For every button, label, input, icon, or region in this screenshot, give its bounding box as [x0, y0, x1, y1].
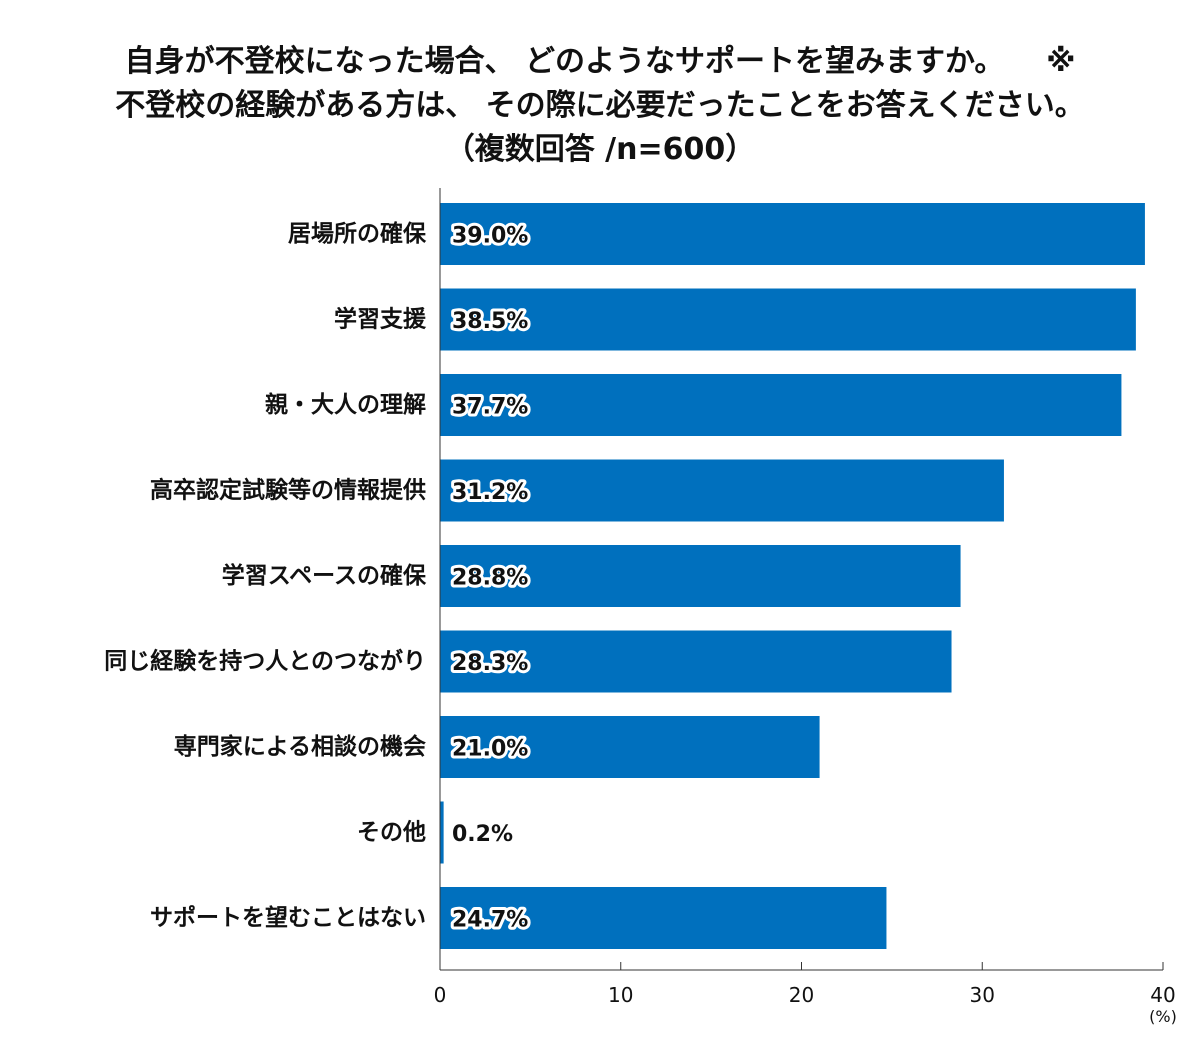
bar: [440, 801, 444, 864]
x-tick-label: 20: [789, 983, 814, 1007]
chart-title-line-1: 自身が不登校になった場合、 どのようなサポートを望みますか。 ※: [124, 44, 1076, 79]
x-tick-label: 0: [434, 983, 447, 1007]
value-label: 24.7%: [452, 908, 528, 933]
value-label: 39.0%: [452, 224, 528, 249]
bar: [440, 545, 961, 607]
category-label: 学習支援: [334, 306, 427, 333]
value-label: 28.8%: [452, 566, 528, 591]
x-tick-label: 40: [1150, 983, 1175, 1007]
bar: [440, 716, 820, 778]
bars-layer: 居場所の確保 39.0% 学習支援 38.5% 親・大人の理解 37.7% 高卒認定試験等の…: [104, 203, 1145, 949]
category-label: 高卒認定試験等の情報提供: [150, 477, 426, 504]
bar: [440, 630, 952, 693]
category-label: 学習スペースの確保: [222, 562, 427, 589]
chart-title: 自身が不登校になった場合、 どのようなサポートを望みますか。 ※ 不登校の経験が…: [0, 40, 1200, 172]
bar: [440, 459, 1004, 522]
category-label: サポートを望むことはない: [150, 904, 426, 931]
x-unit-label: (%): [1149, 1007, 1177, 1026]
bar: [440, 887, 887, 949]
x-tick-label: 30: [970, 983, 995, 1007]
category-label: 居場所の確保: [288, 220, 427, 247]
value-label: 37.7%: [452, 395, 528, 420]
x-tick-label: 10: [608, 983, 633, 1007]
value-label: 38.5%: [452, 309, 528, 334]
bar: [440, 288, 1136, 351]
chart-title-line-3: （複数回答 /n=600）: [444, 132, 756, 167]
value-label: 31.2%: [452, 480, 528, 505]
value-label: 0.2%: [452, 822, 513, 847]
x-axis: 0 10 20 30 40(%): [434, 188, 1177, 1026]
category-label: その他: [357, 820, 426, 846]
chart-title-line-2: 不登校の経験がある方は、 その際に必要だったことをお答えください。: [115, 88, 1085, 123]
category-label: 同じ経験を持つ人とのつながり: [104, 648, 426, 675]
bar: [440, 203, 1145, 265]
value-label: 28.3%: [452, 651, 528, 676]
bar: [440, 374, 1122, 436]
category-label: 専門家による相談の機会: [174, 733, 426, 760]
value-label: 21.0%: [452, 737, 528, 762]
category-label: 親・大人の理解: [265, 391, 426, 418]
